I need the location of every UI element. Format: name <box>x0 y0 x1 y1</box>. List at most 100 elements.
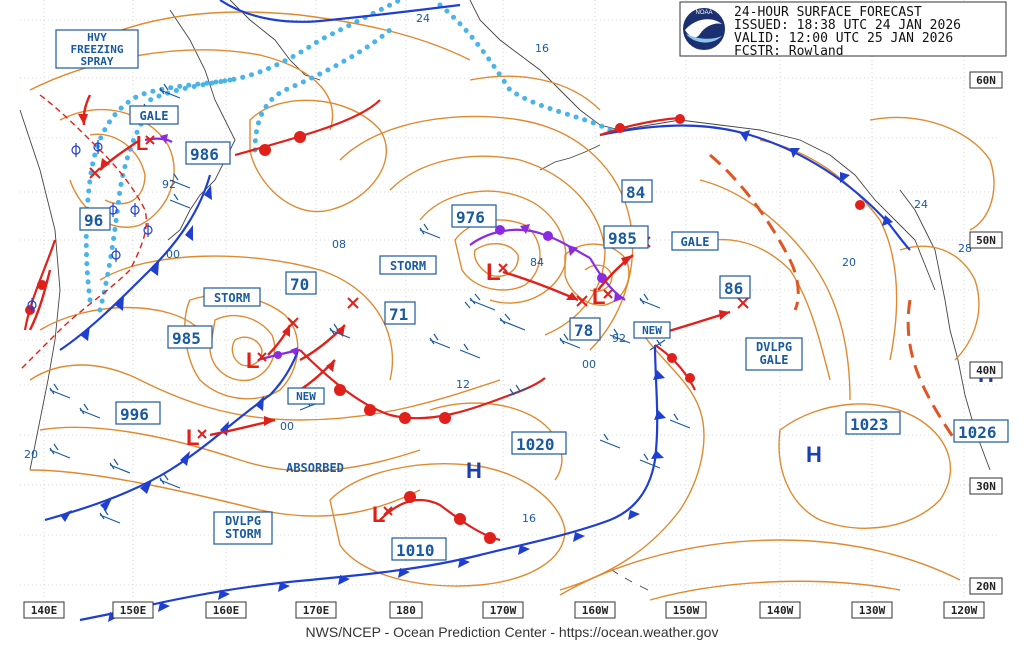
lon-label: 170W <box>490 604 517 617</box>
freezing-spray-boundary <box>19 94 147 371</box>
lon-label: 160W <box>582 604 609 617</box>
header-valid: VALID: 12:00 UTC 25 JAN 2026 <box>734 31 953 46</box>
pressure-996: 996 <box>120 405 149 424</box>
high-center: H <box>806 442 822 467</box>
gale-label-nw: GALE <box>140 109 169 123</box>
weather-map: L L L L L L H H H 986 96 976 985 84 86 7… <box>19 0 1009 622</box>
lat-label: 20N <box>976 580 996 593</box>
isobar-value: 24 <box>416 12 430 25</box>
warning-labels: HVY FREEZING SPRAY GALE STORM STORM GALE D… <box>55 29 803 545</box>
pressure-96: 96 <box>84 211 103 230</box>
track-arrowheads <box>78 114 730 426</box>
isobar-value: 24 <box>914 198 928 211</box>
pressure-1010: 1010 <box>396 541 435 560</box>
pressure-71: 71 <box>389 305 408 324</box>
low-center: L <box>246 348 259 373</box>
isobar-value: 16 <box>535 42 549 55</box>
header-issued: ISSUED: 18:38 UTC 24 JAN 2026 <box>734 18 961 33</box>
siberia-coast <box>229 0 321 81</box>
asia-coast <box>19 109 61 471</box>
pressure-84: 84 <box>626 183 645 202</box>
lat-label: 50N <box>976 234 996 247</box>
low-center: L <box>486 259 501 286</box>
storm-label-west: STORM <box>214 291 250 305</box>
isobar-value: 00 <box>280 420 294 433</box>
pressure-1026: 1026 <box>958 423 997 442</box>
warm-front-bumps <box>25 114 865 544</box>
low-center: L <box>372 502 385 527</box>
isobar-value-labels: 24 16 08 00 92 84 12 20 28 24 16 00 92 0… <box>24 12 972 525</box>
noaa-logo-text: NOAA <box>695 10 712 16</box>
dvlpg-gale-label: DVLPG GALE <box>756 340 792 367</box>
lon-label: 140W <box>767 604 794 617</box>
isobar-value: 00 <box>166 248 180 261</box>
lon-label: 150W <box>673 604 700 617</box>
header-forecaster: FCSTR: Rowland <box>734 44 844 59</box>
aleutians <box>539 144 601 171</box>
lon-label: 140E <box>31 604 58 617</box>
occluded-symbols <box>160 134 625 359</box>
pressure-value-labels: 986 96 976 985 84 86 70 71 985 78 996 10… <box>79 141 1009 561</box>
kamchatka-coast <box>167 9 236 241</box>
isobar-value: 12 <box>456 378 470 391</box>
cold-front-barbs <box>60 130 893 622</box>
wind-barbs <box>49 83 691 524</box>
lon-label: 180 <box>396 604 416 617</box>
isobars <box>29 11 995 601</box>
lat-label: 40N <box>976 364 996 377</box>
isobar-value: 08 <box>332 238 346 251</box>
latitude-labels: 60N 50N 40N 30N 20N <box>969 71 1003 595</box>
low-center: L <box>592 284 605 309</box>
pressure-1020: 1020 <box>516 435 555 454</box>
lat-label: 60N <box>976 74 996 87</box>
isobar-value: 20 <box>24 448 38 461</box>
lon-label: 130W <box>859 604 886 617</box>
low-center: L <box>186 425 199 450</box>
lon-label: 150E <box>120 604 147 617</box>
high-center: H <box>466 458 482 483</box>
pressure-centers: L L L L L L H H H <box>136 133 994 527</box>
pressure-70: 70 <box>290 275 309 294</box>
ice-accretion-symbols <box>27 140 153 312</box>
lon-label: 160E <box>213 604 240 617</box>
hawaii <box>611 569 649 591</box>
low-center: L <box>136 133 148 155</box>
low-center-x-marks <box>145 135 613 516</box>
occluded-fronts <box>144 137 626 362</box>
isobar-value: 16 <box>522 512 536 525</box>
pressure-78: 78 <box>574 321 593 340</box>
storm-label-center: STORM <box>390 259 426 273</box>
forecast-header: NOAA 24-HOUR SURFACE FORECAST ISSUED: 18… <box>679 1 1007 59</box>
hvy-freezing-spray-text: HVY FREEZING SPRAY <box>71 31 124 68</box>
lat-label: 30N <box>976 480 996 493</box>
graticule <box>20 0 1000 600</box>
pressure-986: 986 <box>190 145 219 164</box>
pressure-1023: 1023 <box>850 415 889 434</box>
pressure-86: 86 <box>724 279 743 298</box>
dvlpg-storm-label: DVLPG STORM <box>225 514 261 541</box>
absorbed-label: ABSORBED <box>286 461 344 475</box>
bc-coast <box>899 189 991 471</box>
header-title: 24-HOUR SURFACE FORECAST <box>734 5 922 20</box>
isobar-value: 92 <box>612 332 626 345</box>
isobar-value: 20 <box>842 256 856 269</box>
isobar-value: 28 <box>958 242 972 255</box>
pressure-985-west: 985 <box>172 329 201 348</box>
isobar-value: 00 <box>582 358 596 371</box>
troughs <box>709 153 957 441</box>
isobar-value: 92 <box>162 178 176 191</box>
isobar-value: 84 <box>530 256 544 269</box>
new-label-east: NEW <box>642 324 662 337</box>
pressure-985-east: 985 <box>608 229 637 248</box>
ice-edge <box>83 0 613 313</box>
pressure-976: 976 <box>456 208 485 227</box>
lon-label: 120W <box>951 604 978 617</box>
new-label-west: NEW <box>296 390 316 403</box>
gale-label-east: GALE <box>681 235 710 249</box>
noaa-logo: NOAA <box>681 6 727 52</box>
footer-credit: NWS/NCEP - Ocean Prediction Center - htt… <box>305 624 719 640</box>
lon-label: 170E <box>303 604 330 617</box>
coastlines <box>19 0 991 591</box>
longitude-labels: 140E 150E 160E 170E 180 170W 160W 150W 1… <box>23 601 985 619</box>
